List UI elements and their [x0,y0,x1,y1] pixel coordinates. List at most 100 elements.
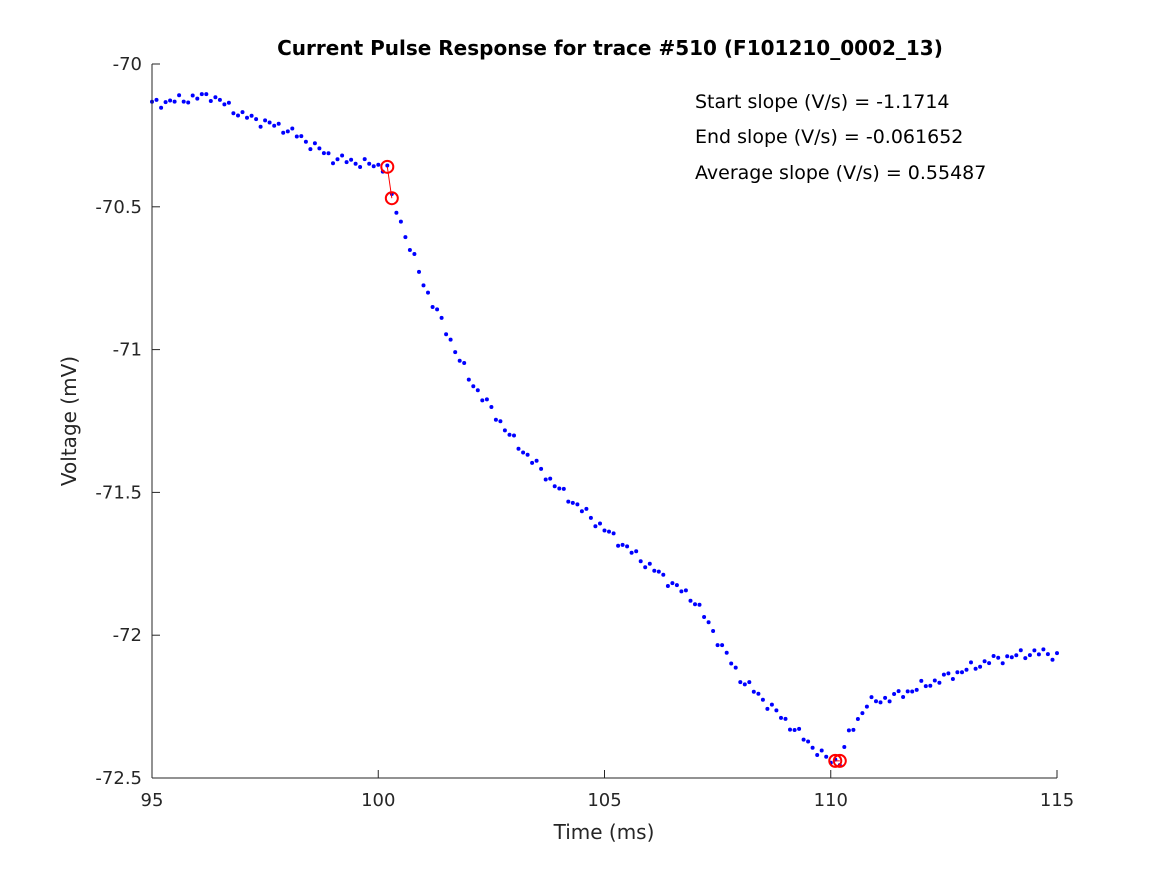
data-point [901,695,906,699]
data-point [815,753,820,757]
data-point [516,446,521,451]
data-point [607,529,611,534]
data-point [204,92,209,97]
data-point [539,466,544,471]
data-point [774,708,779,713]
data-point [475,388,480,393]
data-point [421,283,426,288]
data-point [448,337,453,342]
data-point [308,147,313,152]
data-point [525,452,530,457]
data-point [874,699,878,704]
data-point [317,146,322,151]
data-point [575,502,580,507]
data-point [249,113,254,118]
data-point [457,358,462,363]
data-point [593,524,598,529]
data-point [611,531,616,536]
data-point [1000,661,1005,666]
data-point [1014,653,1019,658]
data-point [652,568,657,573]
data-point [779,715,783,720]
data-point [426,290,430,295]
x-tick-label: 115 [1040,790,1074,811]
data-point [670,581,675,586]
y-tick-label: -71.5 [95,482,142,503]
data-point [742,682,747,687]
data-point [810,745,815,750]
data-point [362,157,367,162]
data-point [521,450,526,455]
data-point [869,695,874,700]
y-tick-label: -71 [113,340,142,361]
x-tick-label: 110 [814,790,848,811]
data-point [430,305,435,309]
data-point [548,476,553,481]
data-point [656,569,661,574]
data-point [747,680,752,685]
data-point [177,93,182,98]
data-point [1055,651,1059,656]
data-point [688,598,693,603]
data-point [353,161,358,166]
start-slope-annotation: Start slope (V/s) = -1.1714 [695,91,950,113]
data-point [240,110,245,115]
data-point [444,332,449,337]
data-point [543,477,548,482]
y-axis-label: Voltage (mV) [57,356,81,486]
data-point [638,559,643,564]
average-slope-annotation: Average slope (V/s) = 0.55487 [695,162,986,184]
data-point [625,544,630,549]
data-point [855,717,860,721]
data-point [760,697,765,702]
data-point [588,515,593,520]
data-point [561,486,566,491]
data-point [860,711,865,716]
data-point [1050,657,1055,662]
data-point [801,737,806,742]
data-point [702,615,707,619]
data-point [905,689,910,694]
y-tick-label: -72.5 [95,768,142,789]
data-point [412,252,417,256]
data-point [674,583,679,588]
data-point [806,739,811,744]
data-point [602,528,607,533]
data-point [729,661,734,666]
data-point [950,677,955,681]
data-point [693,602,697,607]
data-point [978,664,983,669]
data-point [1036,652,1041,657]
data-point [290,126,295,131]
data-point [598,521,602,526]
data-point [462,361,467,365]
plot-area [150,92,1059,768]
data-point [711,629,716,633]
data-point [190,93,195,98]
data-point [349,157,354,162]
data-point [996,655,1001,660]
data-point [706,620,711,625]
data-point [783,716,788,721]
data-point [892,692,897,696]
data-point [751,689,756,694]
data-point [629,550,634,555]
data-point [340,153,345,158]
data-point [769,702,774,707]
y-tick-label: -72 [113,625,142,646]
data-point [299,134,304,139]
data-point [982,659,987,664]
data-point [937,680,942,685]
data-point [326,151,331,156]
data-point [217,97,222,102]
data-point [910,689,915,694]
data-point [154,97,159,102]
data-point [883,695,888,700]
data-point [199,92,204,97]
data-point [923,684,928,689]
data-point [394,210,399,215]
data-point [964,667,969,672]
data-point [398,219,403,224]
data-point [788,727,792,732]
